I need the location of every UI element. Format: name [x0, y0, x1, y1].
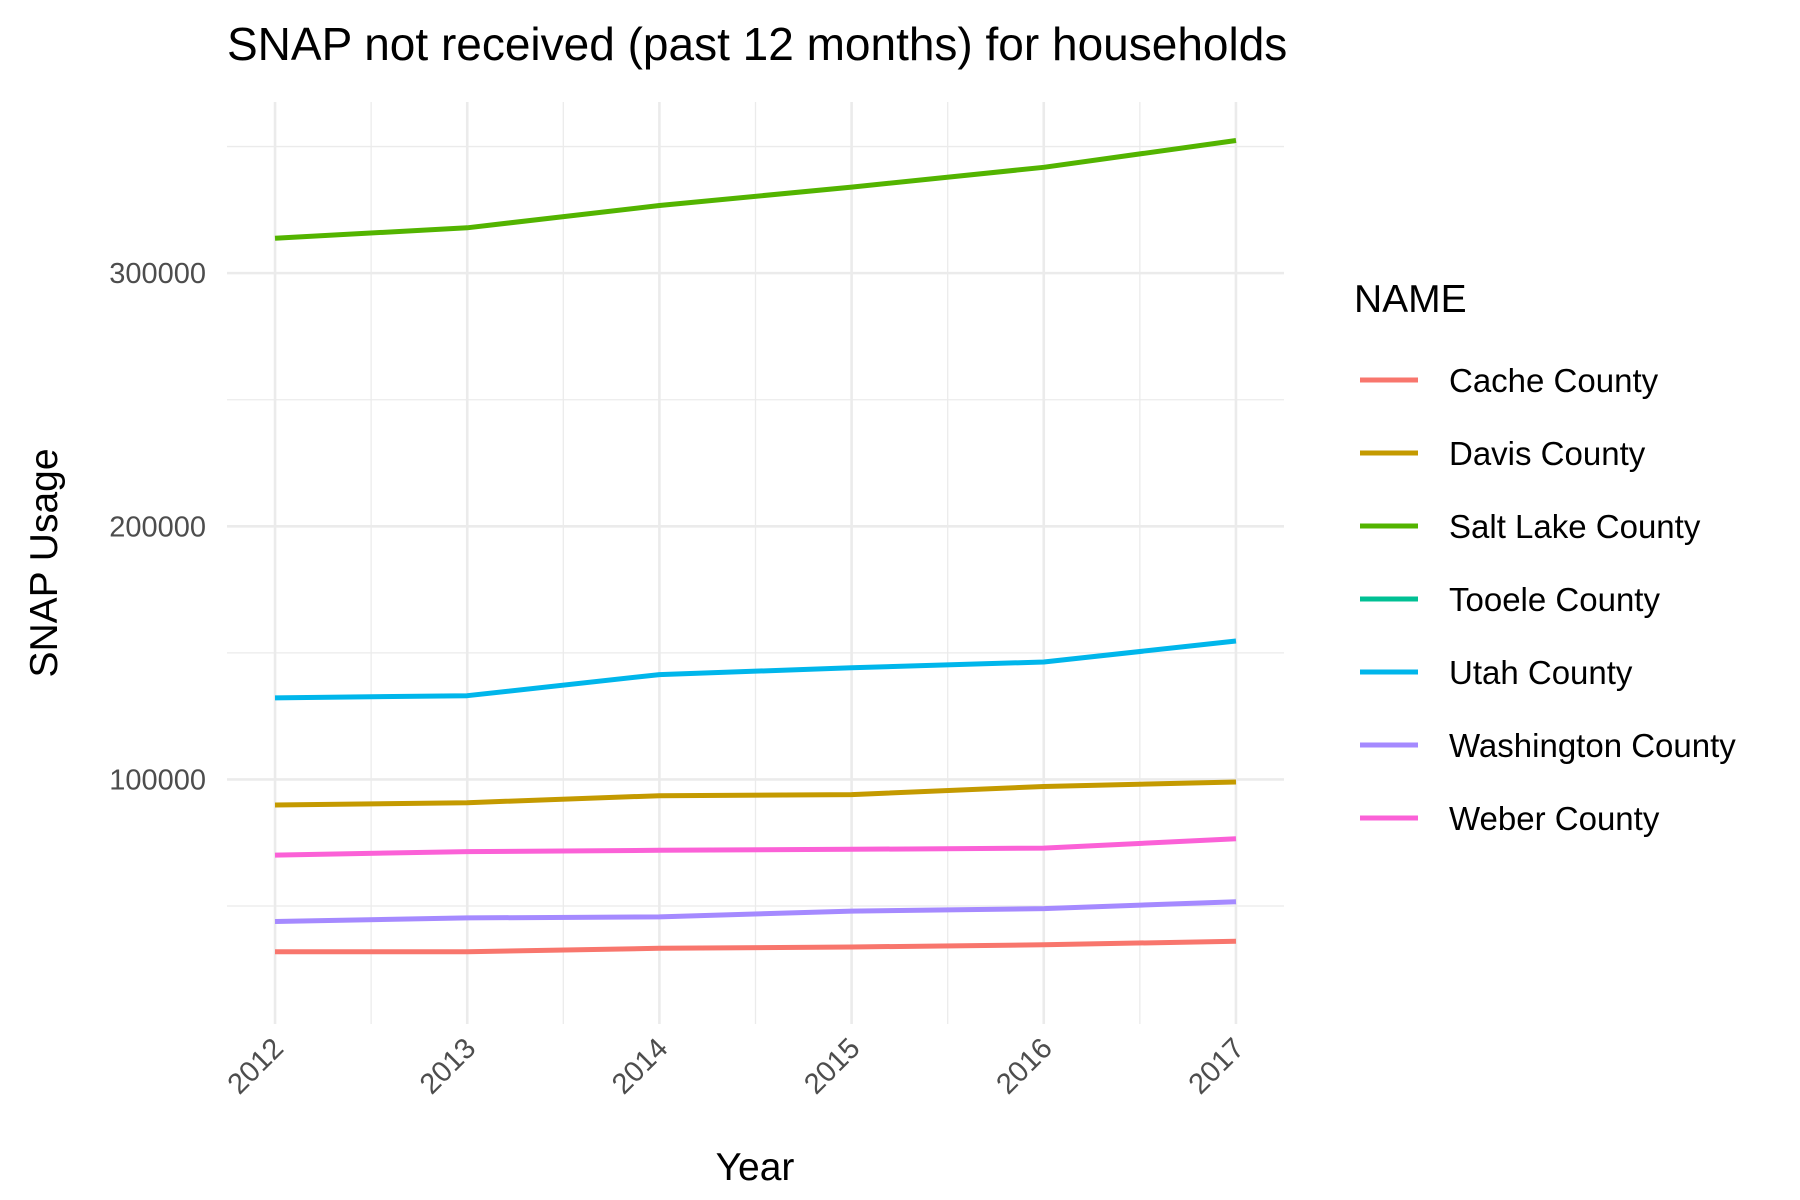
y-tick-label: 200000 [109, 511, 206, 543]
series-line [275, 938, 1237, 955]
legend-label: Cache County [1449, 362, 1659, 399]
x-axis-title: Year [716, 1146, 795, 1189]
series-line [274, 138, 1237, 241]
legend-label: Weber County [1449, 800, 1660, 837]
x-tick-label: 2016 [990, 1032, 1058, 1100]
series-line [274, 779, 1237, 808]
legend-title: NAME [1354, 278, 1467, 321]
x-tick-label: 2017 [1183, 1032, 1251, 1100]
y-axis-title: SNAP Usage [23, 448, 66, 677]
y-tick-label: 100000 [109, 764, 206, 796]
chart-title: SNAP not received (past 12 months) for h… [227, 18, 1287, 70]
x-tick-label: 2015 [798, 1032, 866, 1100]
x-tick-label: 2014 [606, 1032, 674, 1100]
legend-label: Washington County [1449, 727, 1736, 764]
series-line [274, 836, 1237, 858]
legend-label: Tooele County [1449, 581, 1660, 618]
x-tick-label: 2012 [222, 1032, 290, 1100]
series-line [274, 899, 1237, 924]
series-line [274, 638, 1237, 701]
y-tick-label: 300000 [109, 258, 206, 290]
legend-label: Utah County [1449, 654, 1633, 691]
x-tick-label: 2013 [414, 1032, 482, 1100]
legend-label: Davis County [1449, 435, 1646, 472]
legend-label: Salt Lake County [1449, 508, 1701, 545]
